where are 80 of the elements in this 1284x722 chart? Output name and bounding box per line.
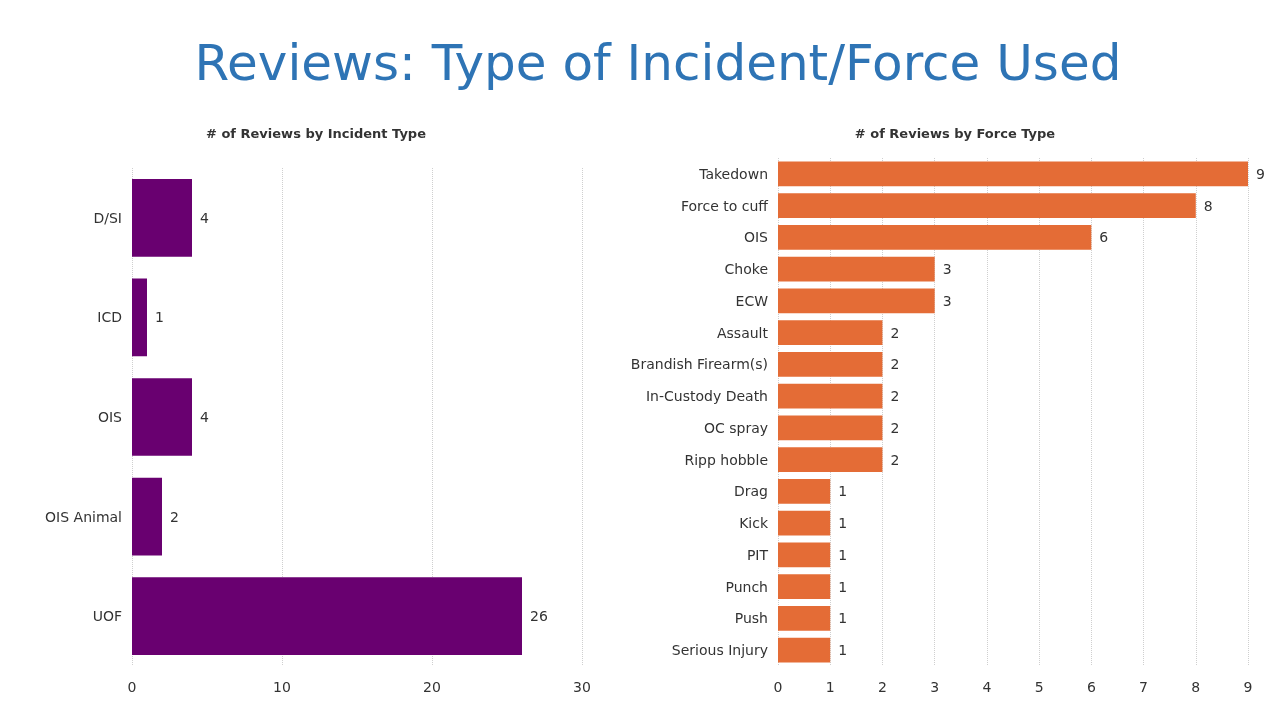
data-label: 2 bbox=[890, 419, 900, 436]
y-tick-label: In-Custody Death bbox=[645, 388, 768, 405]
x-tick-label: 20 bbox=[423, 679, 441, 695]
bar bbox=[132, 477, 162, 556]
bar bbox=[778, 193, 1196, 219]
data-label: 1 bbox=[838, 515, 848, 532]
y-tick-label: PIT bbox=[746, 546, 769, 563]
data-label: 1 bbox=[838, 642, 848, 659]
data-label: 6 bbox=[1099, 229, 1109, 246]
data-label: 8 bbox=[1203, 197, 1213, 214]
data-label: 2 bbox=[890, 388, 900, 405]
bar bbox=[778, 351, 883, 377]
bar bbox=[778, 510, 831, 536]
bar bbox=[778, 288, 935, 314]
x-tick-label: 10 bbox=[273, 679, 291, 695]
bar bbox=[778, 574, 831, 600]
y-tick-label: ECW bbox=[735, 292, 769, 309]
x-tick-label: 8 bbox=[1191, 679, 1201, 695]
y-tick-label: Push bbox=[734, 610, 768, 627]
y-tick-label: Assault bbox=[717, 324, 769, 341]
chart-subtitle: # of Reviews by Incident Type bbox=[206, 126, 427, 141]
data-label: 2 bbox=[890, 356, 900, 373]
y-tick-label: OIS Animal bbox=[45, 508, 122, 525]
bar bbox=[778, 415, 883, 441]
x-tick-label: 0 bbox=[773, 679, 783, 695]
y-tick-label: D/SI bbox=[93, 209, 122, 226]
bar bbox=[778, 478, 831, 504]
x-tick-label: 0 bbox=[127, 679, 137, 695]
data-label: 2 bbox=[890, 324, 900, 341]
y-tick-label: OIS bbox=[97, 409, 123, 425]
x-tick-label: 1 bbox=[825, 679, 835, 695]
bar bbox=[778, 383, 883, 409]
bar bbox=[778, 224, 1092, 250]
bar bbox=[132, 178, 192, 257]
y-tick-label: OC spray bbox=[703, 419, 768, 436]
data-label: 1 bbox=[838, 578, 848, 595]
bar bbox=[778, 256, 935, 282]
chart-title: # of Reviews by Force Type bbox=[854, 126, 1056, 141]
data-label: 3 bbox=[942, 261, 952, 278]
data-label: 1 bbox=[838, 546, 848, 563]
x-tick-label: 4 bbox=[982, 679, 992, 695]
data-label: 1 bbox=[155, 309, 164, 326]
y-tick-label: Brandish Firearm(s) bbox=[630, 356, 768, 373]
y-tick-label: Punch bbox=[725, 578, 768, 595]
x-tick-label: 9 bbox=[1243, 679, 1253, 695]
y-tick-label: Kick bbox=[739, 515, 769, 532]
x-tick-label: 3 bbox=[930, 679, 940, 695]
bar bbox=[132, 378, 192, 456]
data-label: 1 bbox=[838, 610, 848, 627]
y-tick-label: ICD bbox=[97, 309, 122, 326]
bar bbox=[778, 605, 831, 631]
bar bbox=[778, 447, 883, 473]
data-label: 9 bbox=[1256, 165, 1265, 182]
x-tick-label: 30 bbox=[573, 679, 591, 695]
y-tick-label: Choke bbox=[724, 261, 768, 278]
bar bbox=[132, 577, 522, 656]
data-label: 26 bbox=[530, 608, 548, 625]
bar bbox=[132, 278, 147, 357]
data-label: 1 bbox=[838, 483, 848, 500]
y-tick-label: OIS bbox=[743, 229, 769, 246]
y-tick-label: Serious Injury bbox=[671, 642, 768, 659]
data-label: 4 bbox=[200, 409, 209, 425]
x-tick-label: 7 bbox=[1139, 679, 1149, 695]
bar bbox=[778, 637, 831, 663]
x-tick-label: 6 bbox=[1086, 679, 1096, 695]
chart-title: Reviews: Type of Incident/Force Used bbox=[193, 34, 1123, 92]
bar bbox=[778, 161, 1248, 187]
data-label: 4 bbox=[200, 209, 209, 226]
y-tick-label: Force to cuff bbox=[680, 197, 769, 214]
x-tick-label: 5 bbox=[1034, 679, 1044, 695]
y-tick-label: Drag bbox=[733, 483, 768, 500]
data-label: 2 bbox=[890, 451, 900, 468]
y-tick-label: Ripp hobble bbox=[684, 451, 768, 468]
data-label: 2 bbox=[170, 508, 179, 525]
bar bbox=[778, 542, 831, 568]
y-tick-label: UOF bbox=[92, 608, 122, 625]
y-tick-label: Takedown bbox=[698, 165, 768, 182]
data-label: 3 bbox=[942, 292, 952, 309]
bar bbox=[778, 320, 883, 346]
x-tick-label: 2 bbox=[877, 679, 887, 695]
